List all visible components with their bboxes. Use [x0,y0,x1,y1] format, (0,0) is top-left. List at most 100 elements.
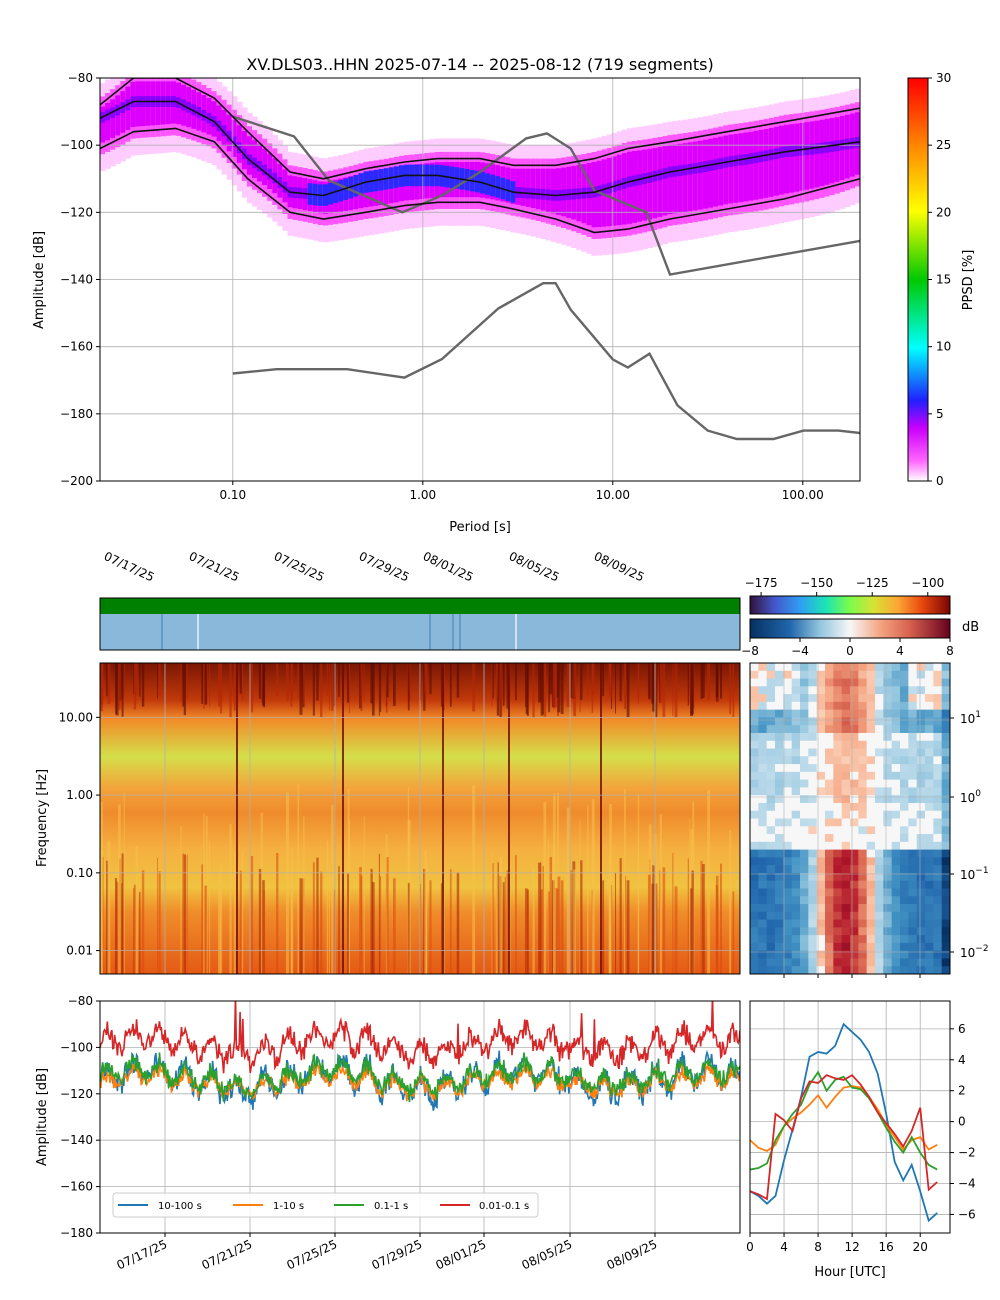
diurnal-cell [925,686,934,695]
diurnal-cell [858,919,868,928]
diurnal-cell [908,841,918,850]
spectrogram-column [659,814,662,974]
diurnal-cell [750,935,759,944]
diurnal-cell [875,802,884,812]
diurnal-cell [833,779,843,788]
spectrogram-column-top [591,663,595,694]
diurnal-cell [933,904,943,913]
ppsd-x-tick-label: 1.00 [409,488,436,502]
diurnal-cell [875,958,884,967]
diurnal-cell [833,810,843,819]
spectrogram-column-top [674,663,678,718]
diurnal-cell [758,872,768,882]
diurnal-cell [816,779,826,788]
diurnal-cell [841,740,851,749]
diurnal-cell [808,841,818,850]
legend-box [112,1192,539,1218]
diurnal-cell [891,950,901,959]
diurnal-cell [900,701,909,711]
diurnal-cell [933,701,943,711]
diurnal-cell [816,810,826,819]
diurnal-cell [900,826,909,835]
diurnal-cell [758,663,768,672]
diurnal-cell [875,849,884,858]
spectrogram-column [349,820,350,974]
diurnal-cell [925,935,934,944]
diurnal-cell [858,748,868,757]
diurnal-cell [866,764,876,773]
diurnal-cell [783,678,793,687]
diurnal-cell [808,779,818,788]
diurnal-cell [808,748,818,757]
diurnal-cell [808,950,818,959]
ppsd-cell-peak [267,168,273,180]
diurnal-cell [791,818,801,827]
ppsd-cell-peak [236,142,243,154]
spectrogram-column-top [555,663,558,708]
diurnal-cell [916,678,926,687]
diurnal-cell [925,818,934,827]
diurnal-cell [941,694,951,703]
diurnal-cell [900,709,909,718]
diurnal-cell [775,857,784,866]
diurnal-cell [800,950,809,959]
diurnal-cell [766,896,776,905]
diurnal-cell [766,756,776,765]
diurnal-cell [891,919,901,928]
top-date-label: 07/25/25 [272,549,327,584]
diurnal-cell [850,709,859,718]
diurnal-cell [800,802,809,812]
diurnal-cell [783,849,793,858]
diurnal-cell [775,950,784,959]
diurnal-cell [891,834,901,843]
ppsd-cell-core [799,122,805,191]
diurnal-cell [941,872,951,882]
spectrogram-column-top [393,663,396,706]
legend-label-10-100: 10-100 s [158,1201,202,1212]
spectrogram-column-top [429,663,432,695]
diurnal-cell [850,771,859,781]
spectrogram-column [674,886,678,974]
spectrogram-column-top [687,663,689,706]
diurnal-cell [858,935,868,944]
hourly-y-tick-label: −2 [958,1146,976,1160]
diurnal-cell [900,694,909,703]
spectrogram-column-top [700,663,703,700]
diurnal-cell [800,740,809,749]
diurnal-cell [858,911,868,920]
diurnal-cell [833,872,843,882]
diurnal-cell [750,670,759,679]
diurnal-cell [750,678,759,687]
spectrogram-column [553,793,556,974]
diurnal-cell [775,732,784,742]
diurnal-cell [791,911,801,920]
diurnal-cell [775,966,784,975]
diurnal-cell [925,764,934,773]
diurnal-cell [791,771,801,781]
diurnal-cell [933,942,943,952]
spectrogram-column [180,825,182,974]
diurnal-cell [875,686,884,695]
noise-models [232,115,860,441]
diurnal-cell [833,865,843,874]
diurnal-cell [900,834,909,843]
spectrogram-column [424,850,427,974]
diurnal-cell [816,841,826,850]
diurnal-cell [841,701,851,711]
diurnal-cell [941,802,951,812]
diurnal-cell [916,732,926,742]
diurnal-cell [816,709,826,718]
diurnal-cell [841,802,851,812]
diurnal-cell [825,732,834,742]
diurnal-cell [791,849,801,858]
diurnal-cell [850,740,859,749]
diurnal-cell [891,771,901,781]
spectrogram-column [491,851,493,974]
hourly-series [750,1022,938,1223]
diurnal-cell [850,818,859,827]
spectrogram-column [123,792,125,974]
diurnal-cell [916,694,926,703]
hourly-x-ticks: 0 4 8 12 16 20 [746,1233,928,1254]
diurnal-cell [916,919,926,928]
diurnal-cell [791,966,801,975]
